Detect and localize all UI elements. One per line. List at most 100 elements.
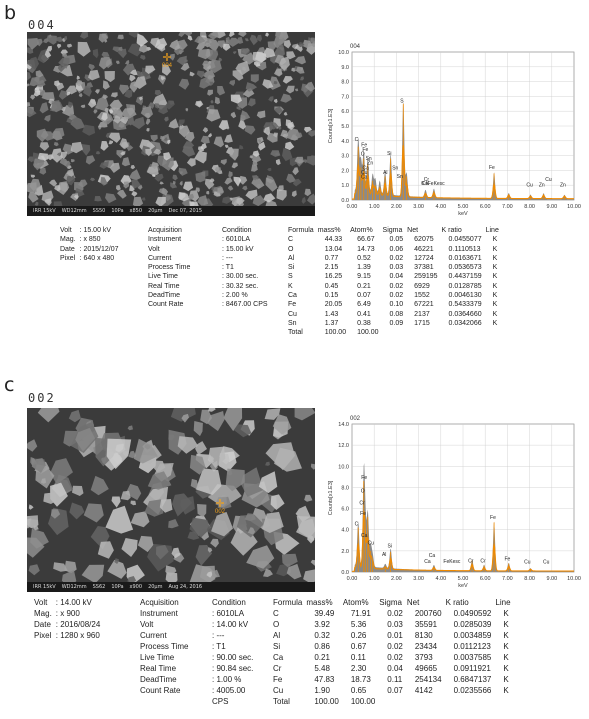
y-tick-label: 3.0 — [341, 154, 349, 160]
x-tick-label: 2.00 — [391, 204, 402, 210]
y-tick-label: 9.0 — [341, 65, 349, 71]
results-cell: 0.0536573 — [448, 264, 482, 272]
results-cell: 0.21 — [314, 653, 330, 662]
peak-element-label: Ca — [361, 533, 368, 539]
y-tick-label: 4.0 — [341, 139, 349, 145]
results-row: Fe 47.83 18.73 0.11 254134 0.6847137 K — [271, 674, 513, 685]
results-cell: 0.10 — [389, 301, 404, 309]
peak-element-label: Ca — [429, 553, 436, 559]
results-cell: 0.21 — [357, 282, 371, 290]
results-cell — [440, 328, 484, 337]
x-tick-label: 4.00 — [435, 576, 446, 582]
results-row: Cr 5.48 2.30 0.04 49665 0.0911921 K — [271, 663, 513, 674]
results-cell: 0.03 — [389, 264, 404, 272]
x-tick-label: 0.00 — [347, 204, 358, 210]
x-tick-label: 3.00 — [413, 576, 424, 582]
results-cell: 0.02 — [389, 292, 404, 300]
results-cell: Cu — [273, 686, 284, 695]
x-tick-label: 10.00 — [567, 204, 581, 210]
results-cell: 62075 — [414, 236, 434, 244]
results-cell: 200760 — [414, 609, 442, 618]
results-cell: 0.32 — [314, 631, 330, 640]
peak-element-label: Cr — [359, 500, 365, 506]
results-header-cell: Sigma — [379, 598, 402, 607]
peak-element-label: FeKesc — [443, 559, 460, 565]
results-cell: 0.67 — [350, 642, 367, 651]
results-cell: 0.0128785 — [448, 282, 482, 290]
results-cell: 20.05 — [324, 301, 343, 309]
results-cell: K — [492, 273, 498, 281]
results-cell: K — [492, 319, 498, 327]
peak-element-label: Cu — [543, 560, 550, 566]
results-cell: Al — [273, 631, 281, 640]
results-cell: 9.15 — [357, 273, 371, 281]
peak-element-label: O — [361, 489, 365, 495]
results-cell: 100.00 — [350, 697, 376, 706]
results-cell: O — [273, 620, 280, 629]
results-cell: 0.02 — [389, 282, 404, 290]
peak-element-label: Ca — [361, 175, 368, 181]
results-header-cell: mass% — [306, 598, 333, 607]
peak-element-label: O — [361, 152, 365, 158]
results-cell — [377, 696, 405, 707]
results-cell: Total — [273, 697, 290, 706]
results-cell: 46221 — [414, 245, 434, 253]
results-cell: 0.07 — [387, 686, 403, 695]
y-tick-label: 10.0 — [338, 464, 349, 470]
results-cell: 0.86 — [314, 642, 330, 651]
measurement-marker: ✛ 002 — [215, 498, 226, 516]
panel-id: 002 — [28, 391, 56, 405]
results-row: Ca 0.15 0.07 0.02 1552 0.0046130 K — [286, 291, 501, 300]
results-cell: 1.39 — [357, 264, 371, 272]
peak-element-label: Zn — [560, 183, 566, 189]
results-cell: 100.00 — [324, 329, 347, 337]
y-tick-label: 8.0 — [341, 485, 349, 491]
y-tick-label: 0.0 — [341, 198, 349, 204]
results-cell: 100.00 — [314, 697, 339, 706]
results-row: O 13.04 14.73 0.06 46221 0.1110513 K — [286, 245, 501, 254]
results-cell: K — [503, 631, 509, 640]
results-cell — [381, 328, 406, 337]
results-row: Si 2.15 1.39 0.03 37381 0.0536573 K — [286, 263, 501, 272]
image-info-table: Volt: 15.00 kV Mag.: x 850 Date: 2015/12… — [60, 227, 119, 262]
spectrum-fit-line — [352, 511, 574, 572]
results-cell: 0.11 — [350, 653, 366, 662]
results-cell: 0.0490592 — [453, 609, 492, 618]
results-cell: 66.67 — [357, 236, 375, 244]
y-tick-label: 7.0 — [341, 94, 349, 100]
eds-spectrum-chart: 004 0.00 1.00 2.00 3.00 4.00 5.00 6.00 7.00 8.00 9… — [318, 38, 586, 222]
results-cell: K — [503, 642, 509, 651]
results-cell: 0.0285039 — [453, 620, 492, 629]
results-row: Al 0.77 0.52 0.02 12724 0.0163671 K — [286, 254, 501, 263]
results-cell: 2137 — [414, 310, 430, 318]
panel-letter: c — [4, 374, 15, 396]
results-cell: 0.04 — [387, 664, 403, 673]
results-header-cell: Line — [485, 227, 499, 234]
results-row: C 39.49 71.91 0.02 200760 0.0490592 K — [271, 608, 513, 619]
peak-element-label: Cu — [545, 177, 552, 183]
results-header-cell: Sigma — [382, 227, 403, 234]
peak-element-label: Si — [388, 544, 392, 550]
y-tick-label: 5.0 — [341, 124, 349, 130]
results-cell: 0.0163671 — [448, 254, 482, 262]
x-axis-label: keV — [458, 583, 468, 589]
results-cell: Al — [288, 254, 295, 262]
results-cell: Cr — [273, 664, 282, 673]
results-cell: Si — [273, 642, 281, 651]
quantitative-results-table: Formula mass% Atom% Sigma Net K ratio Line C 39.… — [271, 597, 513, 707]
results-header-cell: mass% — [317, 227, 341, 234]
results-cell: 1.90 — [314, 686, 330, 695]
x-tick-label: 7.00 — [502, 204, 513, 210]
results-cell: C — [273, 609, 279, 618]
results-cell: 0.0037585 — [453, 653, 492, 662]
results-cell: 49665 — [414, 664, 438, 673]
results-cell: Fe — [273, 675, 283, 684]
results-cell: 0.07 — [357, 292, 371, 300]
results-cell: K — [492, 292, 498, 300]
results-cell: 35591 — [414, 620, 438, 629]
results-cell: 0.08 — [389, 310, 404, 318]
results-cell: 0.03 — [387, 620, 403, 629]
results-cell: 0.02 — [387, 653, 403, 662]
x-tick-label: 1.00 — [369, 576, 380, 582]
acquisition-table: Acquisition Condition Instrument: 6010LA … — [140, 598, 254, 706]
